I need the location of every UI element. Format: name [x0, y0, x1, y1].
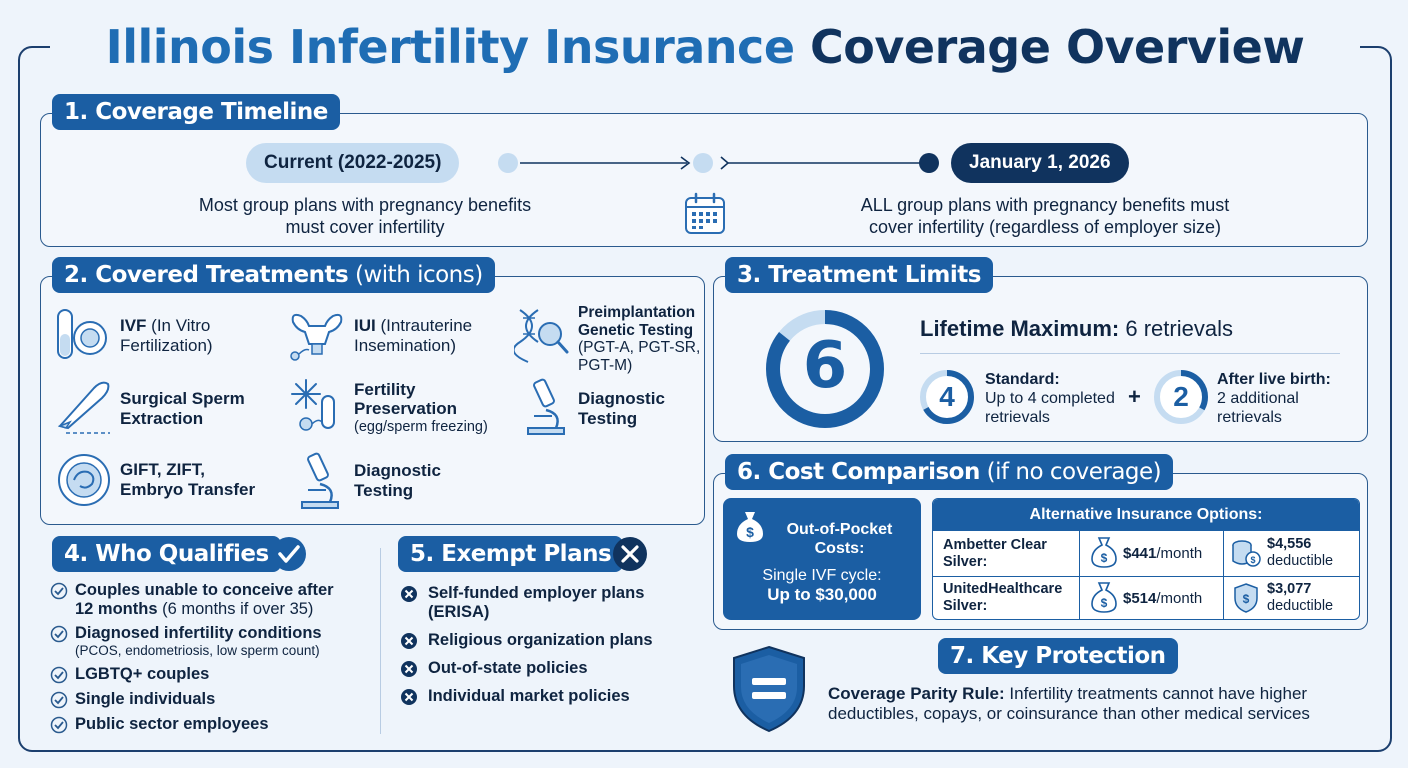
embryo-icon	[58, 454, 110, 506]
deductible: $4,556 deductible	[1267, 536, 1334, 569]
x-circle-icon	[613, 537, 647, 571]
treatment-surgical-sperm: Surgical Sperm Extraction	[120, 389, 245, 428]
qualifies-heading: 4. Who Qualifies	[52, 536, 281, 572]
vertical-divider	[380, 548, 381, 734]
standard-ring	[920, 370, 974, 424]
page-title: Illinois Infertility Insurance Coverage …	[50, 18, 1360, 76]
current-period-badge: Current (2022-2025)	[246, 143, 460, 183]
premium: $514/month	[1123, 590, 1203, 607]
after-birth-number: 2	[1173, 381, 1189, 412]
lifetime-number: 6	[802, 329, 848, 403]
exempt-item: Individual market policies	[428, 687, 630, 705]
check-icon	[50, 625, 68, 643]
cost-heading: 6. Cost Comparison (if no coverage)	[725, 454, 1174, 490]
check-icon	[50, 666, 68, 684]
limits-heading: 3. Treatment Limits	[725, 257, 993, 293]
shield-dollar-icon: $	[1234, 583, 1258, 613]
exempt-item: Out-of-state policies	[428, 659, 588, 677]
treatment-pgt: Preimplantation Genetic Testing (PGT-A, …	[578, 304, 701, 374]
money-bag-icon: $	[1091, 537, 1117, 568]
scalpel-icon	[57, 381, 110, 434]
shield-equals-icon	[733, 645, 805, 733]
x-icon	[401, 689, 417, 705]
future-period-text: ALL group plans with pregnancy benefits …	[860, 195, 1230, 237]
svg-text:$: $	[746, 524, 754, 540]
plan-name: UnitedHealthcare Silver:	[943, 581, 1063, 614]
exempt-item: Self-funded employer plans (ERISA)	[428, 584, 645, 621]
svg-text:$: $	[1101, 551, 1108, 565]
treatments-heading: 2. Covered Treatments (with icons)	[52, 257, 495, 293]
money-bag-icon: $	[737, 512, 763, 542]
title-part-1: Illinois Infertility Insurance	[105, 20, 795, 74]
alternative-options-table: Alternative Insurance Options: Ambetter …	[932, 498, 1360, 620]
x-icon	[401, 661, 417, 677]
out-of-pocket-card: $ Out-of-Pocket Costs: Single IVF cycle:…	[723, 498, 921, 620]
check-icon	[50, 716, 68, 734]
future-date-badge: January 1, 2026	[951, 143, 1129, 183]
treatment-ivf: IVF (In Vitro Fertilization)	[120, 316, 213, 355]
protection-heading: 7. Key Protection	[938, 638, 1178, 674]
lifetime-maximum: Lifetime Maximum: 6 retrievals	[920, 316, 1233, 341]
after-birth-text: After live birth: 2 additional retrieval…	[1217, 371, 1331, 426]
svg-text:$: $	[1101, 596, 1108, 610]
title-part-2: Coverage Overview	[810, 20, 1305, 74]
plan-name: Ambetter Clear Silver:	[943, 537, 1047, 570]
check-icon	[50, 691, 68, 709]
snowflake-icon	[291, 379, 335, 431]
dna-magnifier-icon	[514, 309, 569, 363]
timeline-arrow-icon	[498, 153, 939, 173]
qualifies-item: Diagnosed infertility conditions (PCOS, …	[75, 624, 322, 658]
qualifies-item: Couples unable to conceive after 12 mont…	[75, 581, 334, 618]
microscope-icon	[527, 378, 565, 435]
calendar-icon	[685, 192, 725, 234]
x-icon	[401, 633, 417, 649]
premium: $441/month	[1123, 545, 1203, 562]
qualifies-item: Single individuals	[75, 690, 216, 708]
qualifies-item: LGBTQ+ couples	[75, 665, 210, 683]
treatment-diagnostic-testing-2: Diagnostic Testing	[354, 461, 441, 500]
deductible: $3,077 deductible	[1267, 581, 1334, 614]
after-birth-ring	[1154, 370, 1208, 424]
test-tube-icon	[57, 309, 107, 359]
oop-title: Out-of-Pocket Costs:	[786, 521, 893, 557]
standard-number: 4	[939, 381, 955, 412]
current-period-text: Most group plans with pregnancy benefits…	[198, 195, 532, 237]
oop-value: Up to $30,000	[767, 585, 877, 604]
treatment-gift-zift: GIFT, ZIFT, Embryo Transfer	[120, 460, 256, 499]
microscope-icon	[301, 452, 339, 509]
exempt-item: Religious organization plans	[428, 631, 653, 649]
parity-rule-text: Coverage Parity Rule: Infertility treatm…	[828, 684, 1310, 723]
uterus-icon	[290, 313, 343, 361]
x-icon	[401, 586, 417, 602]
check-icon	[50, 582, 68, 600]
svg-text:$: $	[1250, 555, 1255, 565]
plus-sign: +	[1128, 384, 1141, 409]
check-circle-icon	[272, 537, 306, 571]
qualifies-item: Public sector employees	[75, 715, 269, 733]
coins-icon: $	[1232, 540, 1261, 567]
svg-text:$: $	[1243, 592, 1250, 606]
treatment-iui: IUI (Intrauterine Insemination)	[354, 316, 473, 355]
money-bag-icon: $	[1091, 582, 1117, 613]
lifetime-ring-chart	[766, 310, 884, 428]
divider	[920, 353, 1340, 354]
alt-heading: Alternative Insurance Options:	[933, 499, 1359, 531]
exempt-heading: 5. Exempt Plans	[398, 536, 624, 572]
standard-text: Standard: Up to 4 completed retrievals	[985, 371, 1115, 426]
treatment-fertility-preservation: Fertility Preservation (egg/sperm freezi…	[354, 380, 488, 435]
treatment-diagnostic-testing-1: Diagnostic Testing	[578, 389, 665, 428]
oop-text: Single IVF cycle:	[762, 567, 882, 584]
timeline-heading: 1. Coverage Timeline	[52, 94, 340, 130]
